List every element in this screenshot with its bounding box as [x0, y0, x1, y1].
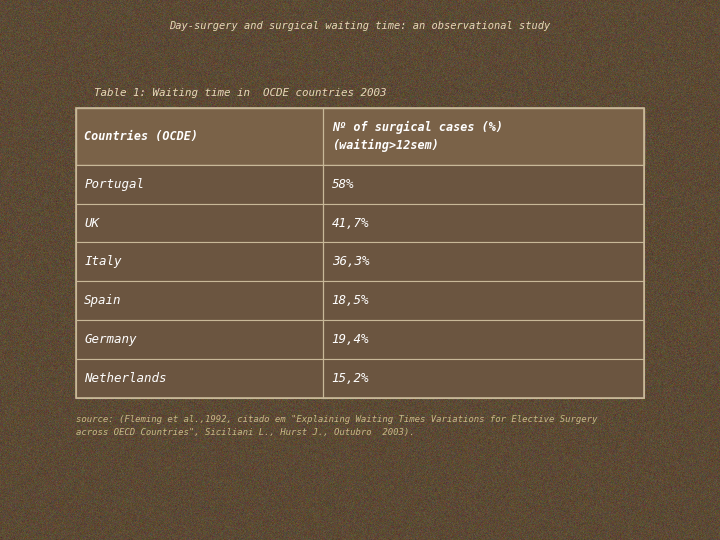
Text: Countries (OCDE): Countries (OCDE) — [84, 130, 198, 143]
Text: Spain: Spain — [84, 294, 122, 307]
Text: Netherlands: Netherlands — [84, 372, 167, 385]
Text: Day-surgery and surgical waiting time: an observational study: Day-surgery and surgical waiting time: a… — [169, 21, 551, 31]
Text: 41,7%: 41,7% — [332, 217, 369, 230]
Text: 15,2%: 15,2% — [332, 372, 369, 385]
Text: UK: UK — [84, 217, 99, 230]
Text: 19,4%: 19,4% — [332, 333, 369, 346]
Text: Portugal: Portugal — [84, 178, 144, 191]
Text: source: (Fleming et al.,1992, citado em "Explaining Waiting Times Variations for: source: (Fleming et al.,1992, citado em … — [76, 415, 597, 437]
Text: Table 1: Waiting time in  OCDE countries 2003: Table 1: Waiting time in OCDE countries … — [94, 88, 386, 98]
Text: 18,5%: 18,5% — [332, 294, 369, 307]
Text: 58%: 58% — [332, 178, 354, 191]
Text: 36,3%: 36,3% — [332, 255, 369, 268]
Text: Germany: Germany — [84, 333, 137, 346]
Text: Italy: Italy — [84, 255, 122, 268]
Text: Nº of surgical cases (%)
(waiting>12sem): Nº of surgical cases (%) (waiting>12sem) — [332, 121, 503, 152]
